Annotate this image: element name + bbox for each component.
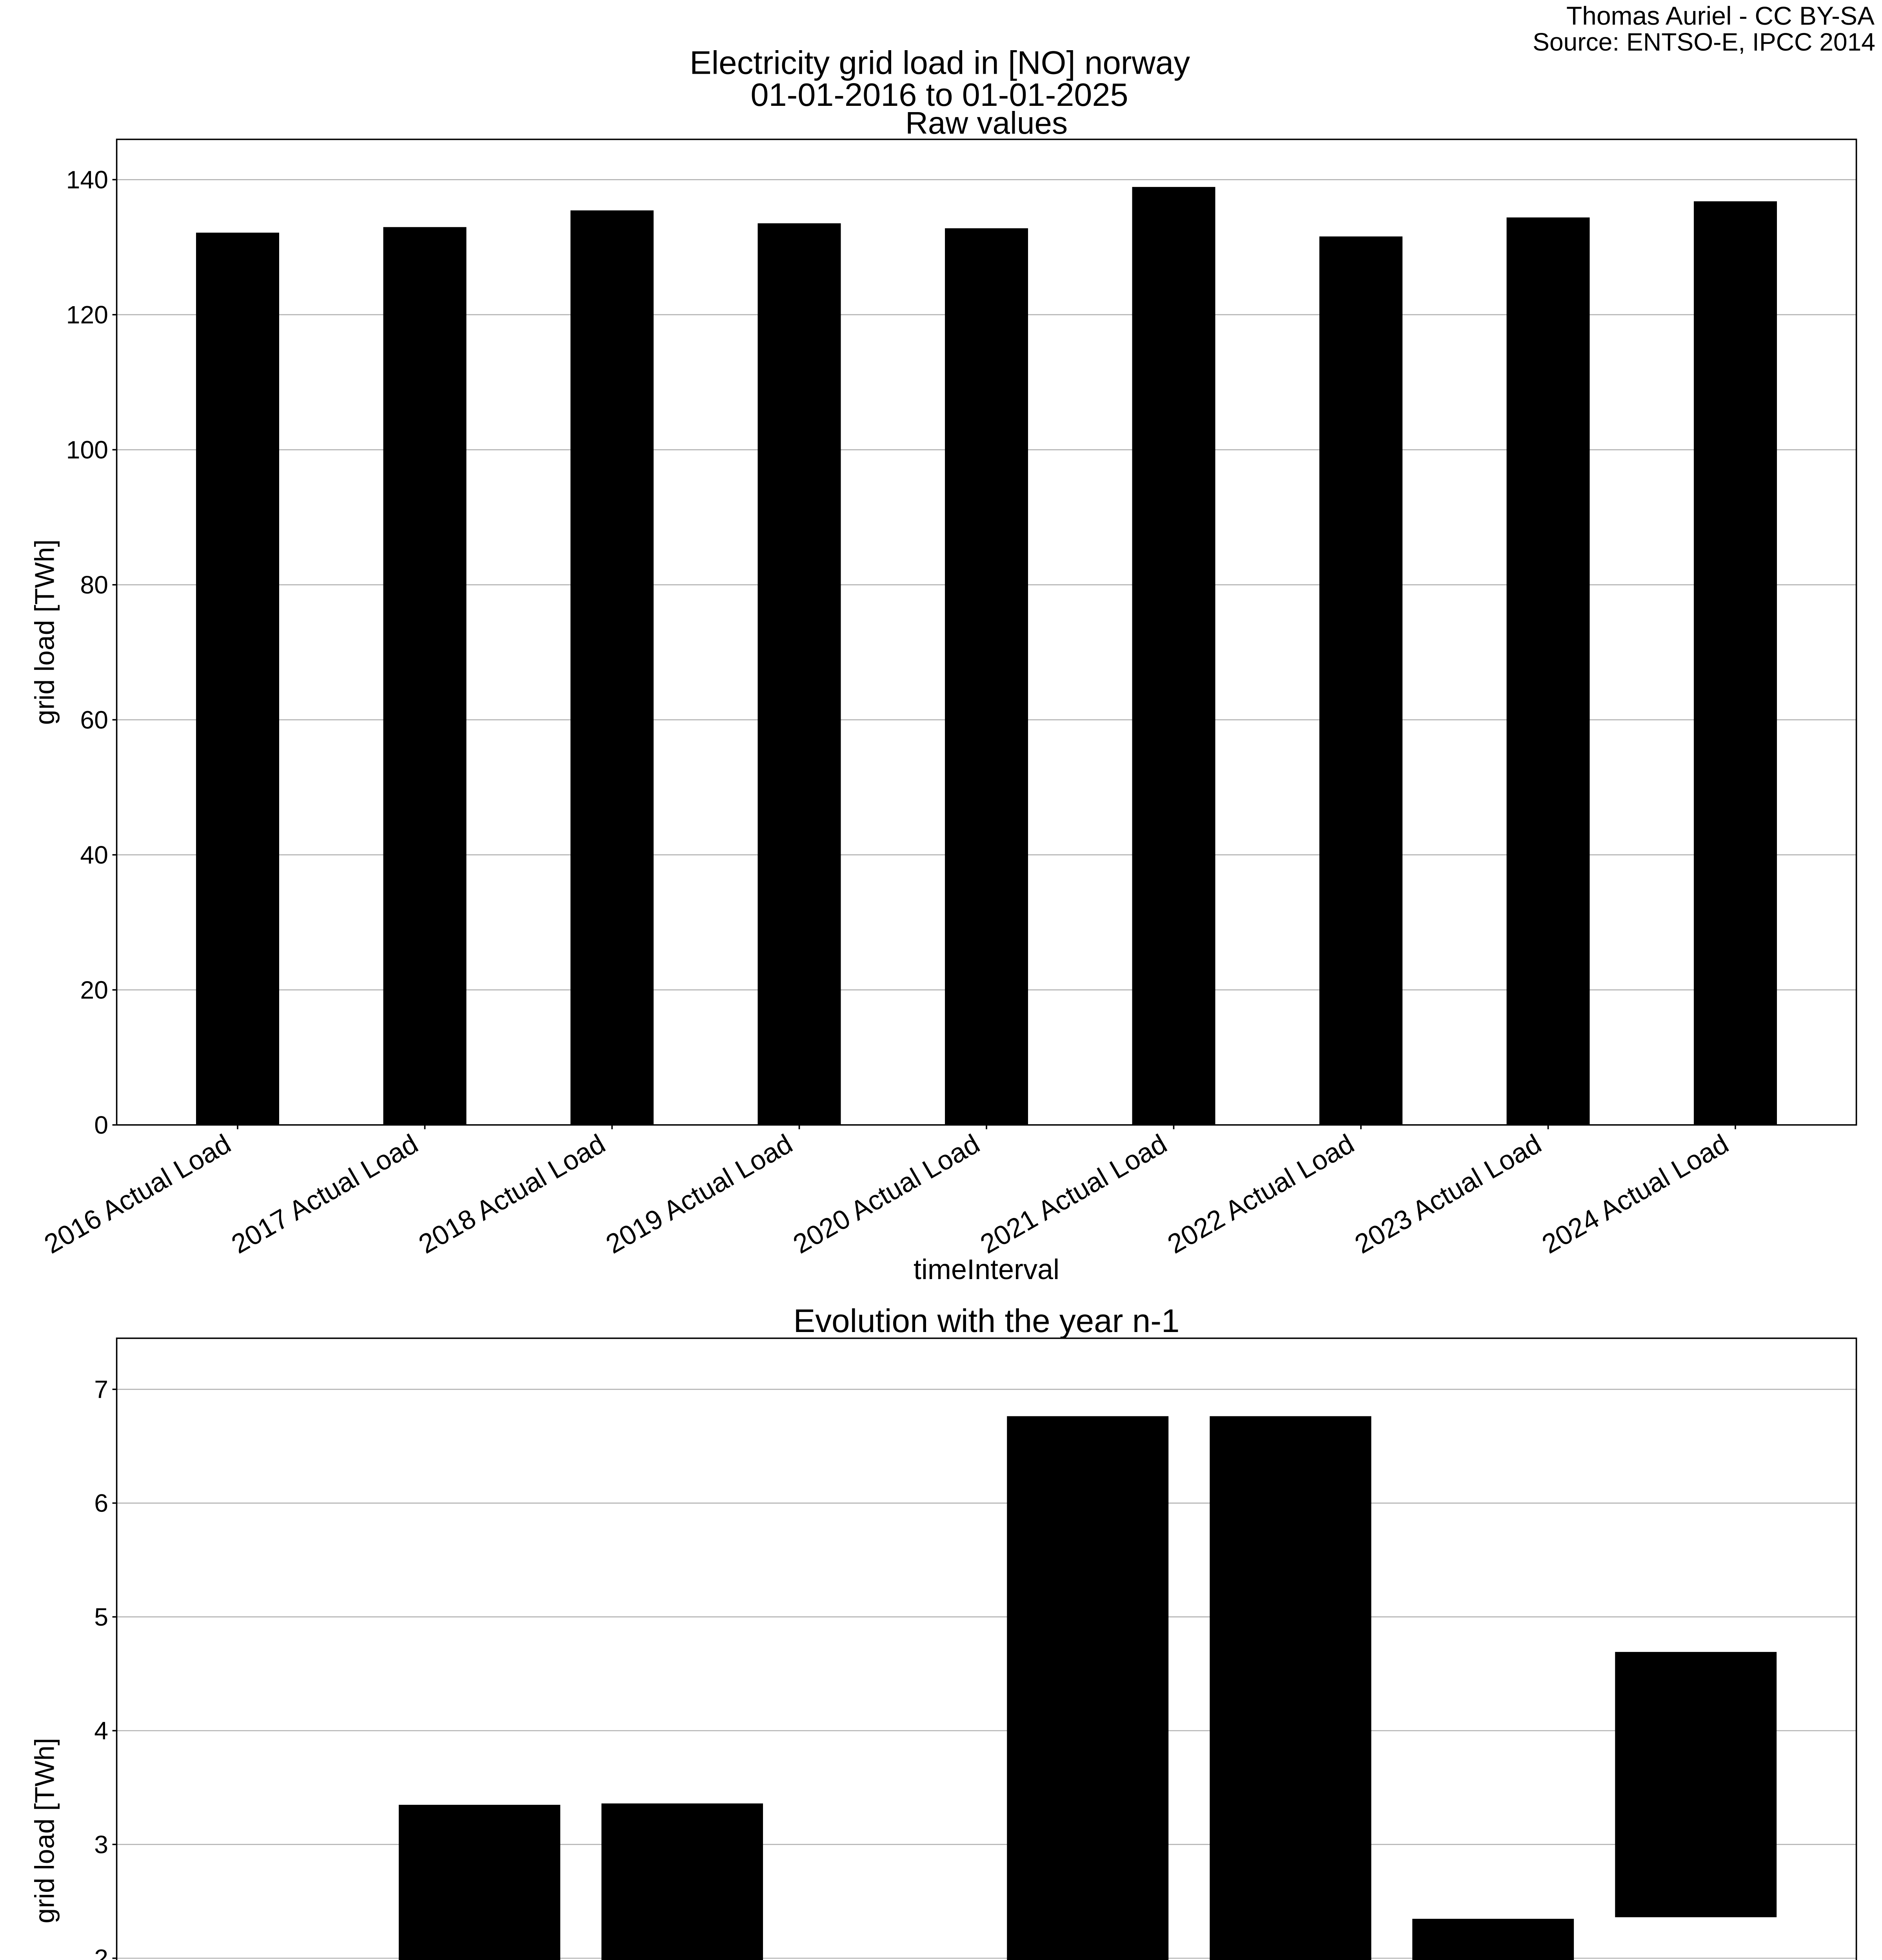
svg-text:120: 120 — [66, 301, 108, 329]
svg-text:4: 4 — [94, 1717, 108, 1745]
svg-text:Raw values: Raw values — [905, 105, 1068, 140]
svg-text:2: 2 — [94, 1944, 108, 1960]
svg-text:timeInterval: timeInterval — [914, 1254, 1059, 1285]
svg-text:Source: ENTSO-E, IPCC 2014: Source: ENTSO-E, IPCC 2014 — [1533, 28, 1875, 56]
svg-text:80: 80 — [80, 571, 108, 599]
svg-text:Evolution with the year n-1: Evolution with the year n-1 — [793, 1302, 1179, 1339]
svg-text:60: 60 — [80, 706, 108, 734]
svg-text:Thomas Auriel - CC BY-SA: Thomas Auriel - CC BY-SA — [1566, 1, 1875, 30]
svg-text:grid load [TWh]: grid load [TWh] — [29, 539, 60, 725]
svg-text:Electricity grid load in [NO]: Electricity grid load in [NO] norway — [690, 44, 1190, 81]
svg-text:01-01-2016 to 01-01-2025: 01-01-2016 to 01-01-2025 — [750, 76, 1128, 113]
svg-text:grid load [TWh]: grid load [TWh] — [29, 1738, 60, 1923]
svg-text:0: 0 — [94, 1111, 108, 1139]
svg-text:3: 3 — [94, 1830, 108, 1858]
svg-text:5: 5 — [94, 1603, 108, 1631]
svg-text:100: 100 — [66, 436, 108, 464]
svg-text:140: 140 — [66, 166, 108, 194]
svg-text:20: 20 — [80, 976, 108, 1004]
svg-text:6: 6 — [94, 1489, 108, 1517]
svg-text:40: 40 — [80, 841, 108, 869]
svg-text:7: 7 — [94, 1375, 108, 1403]
